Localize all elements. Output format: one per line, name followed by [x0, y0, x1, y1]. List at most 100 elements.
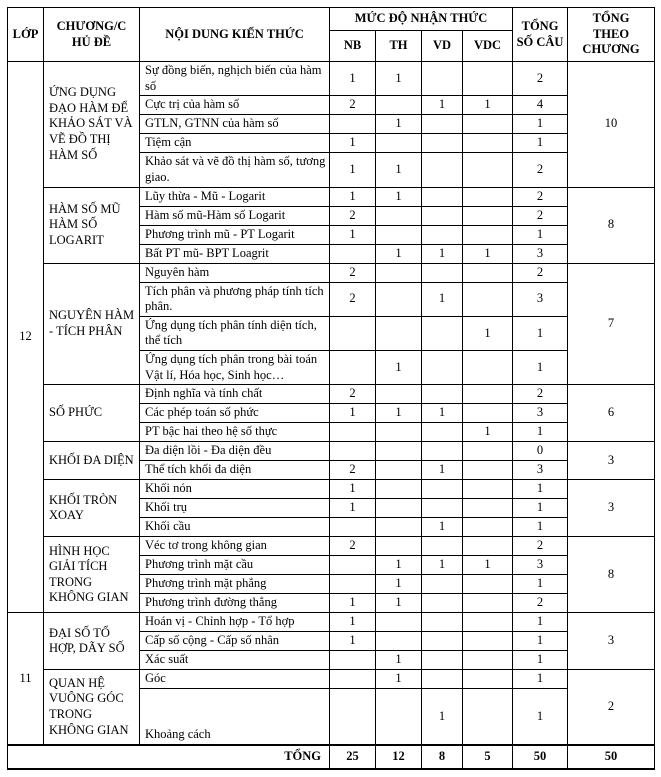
chapter-name: ĐẠI SỐ TỔ HỢP, DÃY SỐ	[43, 612, 140, 671]
cell-vd	[421, 669, 463, 690]
header-muc-do: MỨC ĐỘ NHẬN THỨC	[328, 7, 514, 31]
chapter-total: 7	[567, 262, 656, 386]
cell-th: 1	[375, 114, 422, 135]
topic-label: Lũy thừa - Mũ - Logarit	[139, 186, 330, 207]
topic-row: Thể tích khối đa diện 2 1 3	[8, 460, 655, 481]
topic-label: Góc	[139, 669, 330, 690]
cell-nb	[329, 574, 376, 595]
topic-label: Khảo sát và vẽ đồ thị hàm số, tương giao…	[139, 152, 330, 188]
chapter-name: QUAN HỆ VUÔNG GÓC TRONG KHÔNG GIAN	[43, 669, 140, 746]
header-lop: LỚP	[7, 7, 44, 62]
topic-label: Khối nón	[139, 479, 330, 500]
cell-vd: 1	[421, 243, 463, 264]
chapter-name: ỨNG DỤNG ĐẠO HÀM ĐỂ KHẢO SÁT VÀ VẼ ĐỒ TH…	[43, 61, 140, 188]
header-level-vd: VD	[421, 30, 463, 62]
cell-nb: 2	[329, 262, 376, 283]
cell-total: 1	[512, 612, 569, 633]
cell-nb	[329, 555, 376, 576]
topic-label: Sự đồng biến, nghịch biến của hàm số	[139, 60, 330, 97]
cell-vdc	[461, 186, 514, 207]
total-vdc: 5	[461, 743, 514, 770]
cell-th: 1	[375, 669, 422, 690]
cell-total: 1	[512, 688, 569, 746]
topic-row: Phương trình mặt cầu 1 1 1 3	[8, 555, 655, 576]
topic-label: Véc tơ trong không gian	[139, 536, 330, 557]
topic-label: GTLN, GTNN của hàm số	[139, 114, 330, 135]
cell-th: 1	[375, 60, 422, 97]
cell-vdc	[461, 205, 514, 226]
cell-th	[375, 281, 422, 317]
chapter-total: 3	[567, 479, 656, 538]
topic-label: Thể tích khối đa diện	[139, 460, 330, 481]
cell-vd: 1	[421, 688, 463, 746]
topic-row: HÀM SỐ MŨ HÀM SỐ LOGARIT Lũy thừa - Mũ - …	[8, 186, 656, 264]
cell-th	[375, 441, 422, 462]
header-level-nb: NB	[329, 30, 376, 62]
topic-label: Khối cầu	[139, 517, 330, 538]
cell-th	[375, 498, 422, 519]
cell-vd	[421, 650, 463, 671]
chapter-name: HÀM SỐ MŨ HÀM SỐ LOGARIT	[43, 186, 140, 264]
cell-total: 1	[512, 422, 569, 443]
cell-total: 2	[512, 536, 569, 557]
cell-vd	[421, 574, 463, 595]
cell-nb: 1	[329, 498, 376, 519]
chapter-total: 3	[567, 612, 656, 671]
cell-vd	[421, 349, 463, 386]
cell-th	[375, 384, 422, 405]
topic-row: Cực trị của hàm số 2 1 1 4	[8, 95, 655, 116]
topic-row: Ứng dụng tích phân tính diện tích, thể t…	[8, 315, 655, 352]
topic-row: Khảo sát và vẽ đồ thị hàm số, tương giao…	[8, 152, 655, 188]
topic-row: Các phép toán số phức 1 1 1 3	[8, 403, 655, 424]
cell-vd	[421, 262, 463, 283]
topic-row: Khối cầu 1 1	[8, 517, 655, 538]
cell-th: 1	[375, 403, 422, 424]
topic-row: PT bậc hai theo hệ số thực 1 1	[8, 422, 655, 443]
topic-row: NGUYÊN HÀM - TÍCH PHÂN Nguyên hàm 2 2 7	[8, 262, 656, 386]
cell-vdc	[461, 349, 514, 386]
cell-nb	[329, 517, 376, 538]
header-level-vdc: VDC	[461, 30, 514, 62]
total-questions: 50	[512, 743, 569, 770]
topic-label: Phương trình mặt phẳng	[139, 574, 330, 595]
topic-label: Xác suất	[139, 650, 330, 671]
header-tong-theo-chuong: TỔNG THEO CHƯƠNG	[567, 7, 656, 62]
cell-total: 2	[512, 152, 569, 188]
cell-vd	[421, 384, 463, 405]
cell-nb: 2	[329, 536, 376, 557]
cell-vd: 1	[421, 555, 463, 576]
topic-label: Khối trụ	[139, 498, 330, 519]
cell-total: 2	[512, 384, 569, 405]
cell-th	[375, 224, 422, 245]
topic-label: Khoảng cách	[139, 688, 330, 746]
topic-row: Phương trình mũ - PT Logarit 1 1	[8, 224, 655, 245]
cell-th: 1	[375, 593, 422, 614]
topic-row: Xác suất 1 1	[8, 650, 655, 671]
cell-th: 1	[375, 349, 422, 386]
topic-label: Phương trình mũ - PT Logarit	[139, 224, 330, 245]
topic-label: Hoán vị - Chỉnh hợp - Tổ hợp	[139, 612, 330, 633]
cell-nb: 1	[329, 224, 376, 245]
topic-label: Phương trình đường thẳng	[139, 593, 330, 614]
topic-label: Bất PT mũ- BPT Loagrit	[139, 243, 330, 264]
cell-total: 3	[512, 243, 569, 264]
topic-label: Tiệm cận	[139, 133, 330, 154]
cell-nb	[329, 315, 376, 352]
cell-th	[375, 688, 422, 746]
topic-row: KHỐI ĐA DIỆN Đa diện lồi - Đa diện đều 0 3	[8, 441, 656, 481]
cell-total: 1	[512, 133, 569, 154]
topic-row: Ứng dụng tích phân trong bài toán Vật lí…	[8, 349, 655, 386]
cell-th	[375, 205, 422, 226]
topic-label: Ứng dụng tích phân tính diện tích, thể t…	[139, 315, 330, 352]
cell-nb: 1	[329, 60, 376, 97]
table-header: LỚP CHƯƠNG/C HỦ ĐỀ NỘI DUNG KIẾN THỨC MỨ…	[7, 7, 656, 62]
chapter-total: 10	[567, 61, 656, 188]
cell-vd	[421, 315, 463, 352]
cell-vd: 1	[421, 460, 463, 481]
chapter-total: 3	[567, 441, 656, 481]
cell-nb	[329, 441, 376, 462]
topic-row: QUAN HỆ VUÔNG GÓC TRONG KHÔNG GIAN Góc 1 1 2	[8, 669, 656, 746]
totals-label: TỔNG	[7, 743, 330, 770]
cell-nb: 2	[329, 460, 376, 481]
cell-nb	[329, 114, 376, 135]
